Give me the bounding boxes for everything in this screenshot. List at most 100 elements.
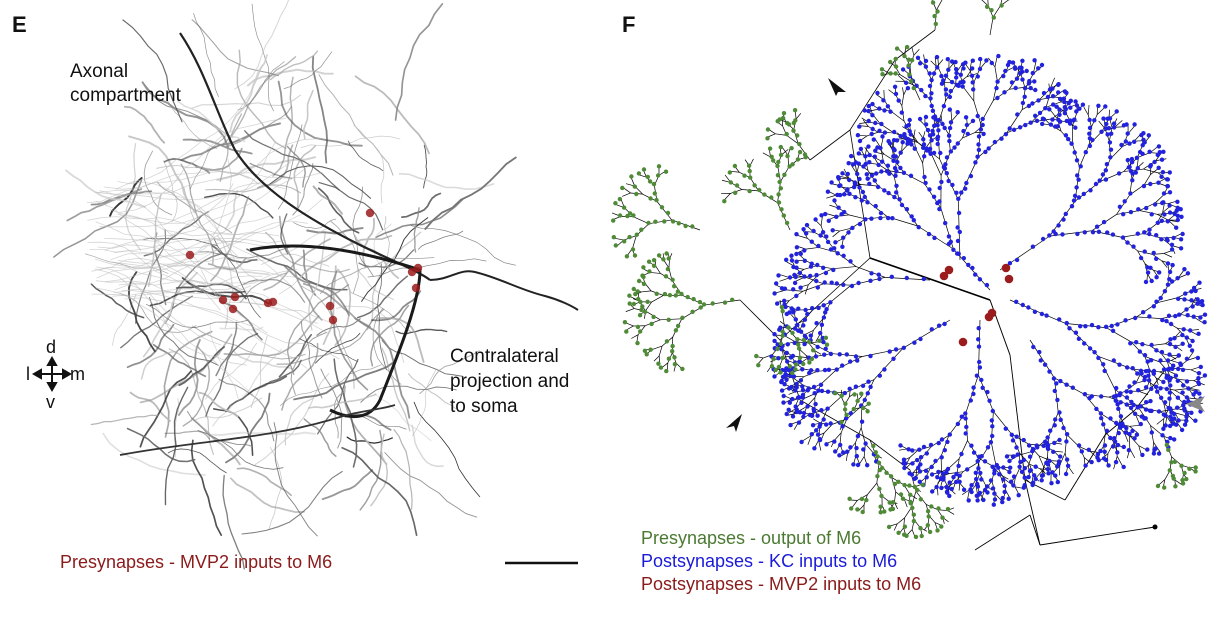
kc-dendrite	[1072, 144, 1080, 168]
kc-postsynapse	[939, 437, 945, 442]
kc-postsynapse	[1071, 198, 1077, 203]
kc-postsynapse	[887, 349, 892, 354]
kc-postsynapse	[1128, 209, 1134, 215]
kc-postsynapse	[845, 187, 850, 192]
kc-postsynapse	[974, 476, 979, 482]
kc-postsynapse	[815, 262, 820, 268]
neurite-branch	[329, 270, 369, 391]
kc-postsynapse	[1169, 242, 1175, 247]
presynaptic-branch	[705, 299, 741, 306]
kc-postsynapse	[885, 163, 891, 168]
presynapse-output	[629, 174, 634, 179]
kc-postsynapse	[874, 171, 879, 176]
kc-postsynapse	[791, 374, 797, 379]
kc-postsynapse	[1112, 439, 1118, 444]
kc-postsynapse	[853, 160, 859, 165]
kc-postsynapse	[973, 470, 978, 475]
kc-postsynapse	[1064, 457, 1070, 462]
mvp2-synapse	[411, 283, 421, 293]
kc-postsynapse	[1075, 231, 1080, 237]
kc-postsynapse	[831, 267, 836, 273]
kc-postsynapse	[869, 271, 874, 276]
kc-postsynapse	[1042, 362, 1048, 367]
kc-postsynapse	[851, 462, 856, 467]
neurite-branch	[370, 290, 422, 322]
presynapse-output	[909, 58, 915, 63]
kc-postsynapse	[809, 432, 814, 437]
kc-postsynapse	[1182, 406, 1187, 411]
kc-postsynapse	[1130, 366, 1135, 371]
presynapse-output	[746, 163, 752, 168]
kc-postsynapse	[921, 137, 926, 142]
kc-postsynapse	[918, 336, 923, 342]
presynapse-output	[641, 265, 646, 270]
kc-postsynapse	[1038, 358, 1044, 363]
neurite-branch	[303, 89, 314, 140]
kc-postsynapse	[1169, 410, 1174, 415]
kc-postsynapse	[1124, 389, 1129, 394]
kc-postsynapse	[996, 465, 1001, 470]
kc-postsynapse	[910, 461, 915, 466]
kc-postsynapse	[1179, 214, 1184, 219]
kc-postsynapse	[931, 71, 937, 76]
kc-postsynapse	[902, 465, 907, 471]
kc-postsynapse	[1027, 454, 1033, 459]
kc-postsynapse	[848, 411, 853, 416]
kc-postsynapse	[1061, 217, 1066, 222]
kc-postsynapse	[1147, 314, 1152, 319]
kc-postsynapse	[1014, 76, 1020, 81]
kc-postsynapse	[826, 367, 832, 372]
kc-dendrite	[1100, 412, 1117, 424]
kc-postsynapse	[1110, 328, 1116, 333]
kc-postsynapse	[1149, 430, 1155, 435]
kc-postsynapse	[801, 410, 807, 416]
kc-postsynapse	[976, 147, 982, 153]
kc-dendrite	[916, 86, 931, 100]
neurite-fiber	[117, 141, 276, 224]
neurite-fiber	[86, 170, 250, 203]
kc-postsynapse	[1195, 297, 1200, 302]
kc-postsynapse	[954, 190, 959, 195]
presynaptic-branch	[651, 295, 664, 303]
kc-postsynapse	[1007, 59, 1012, 65]
presynapse-output	[734, 183, 740, 188]
kc-postsynapse	[942, 166, 948, 171]
kc-postsynapse	[1076, 443, 1082, 448]
presynapse-output	[638, 299, 643, 305]
kc-postsynapse	[1127, 164, 1132, 170]
kc-postsynapse	[789, 253, 794, 258]
kc-postsynapse	[787, 368, 792, 373]
kc-postsynapse	[1074, 109, 1079, 114]
presynapse-output	[1164, 442, 1170, 448]
skeleton-backbone	[1029, 514, 1041, 546]
neurite-branch	[374, 392, 432, 442]
neurite-branch	[410, 225, 516, 266]
kc-postsynapse	[873, 120, 878, 126]
kc-dendrite	[1116, 210, 1140, 215]
kc-postsynapse	[793, 317, 798, 322]
kc-postsynapse	[1167, 423, 1173, 429]
kc-postsynapse	[888, 109, 893, 114]
kc-postsynapse	[881, 98, 886, 103]
kc-postsynapse	[958, 72, 963, 78]
kc-postsynapse	[1017, 464, 1022, 469]
kc-postsynapse	[834, 367, 839, 372]
kc-postsynapse	[1160, 170, 1166, 175]
neurite-branch	[237, 61, 285, 111]
kc-dendrite	[820, 216, 823, 226]
presynaptic-branch	[911, 529, 915, 537]
presynapse-output	[912, 484, 917, 490]
kc-postsynapse	[792, 326, 798, 331]
neurite-branch	[284, 397, 315, 446]
panel-e-letter: E	[12, 12, 27, 37]
kc-dendrite	[1121, 233, 1145, 238]
kc-postsynapse	[832, 439, 837, 444]
neurite-branch	[393, 428, 413, 510]
neurite-branch	[225, 106, 293, 148]
kc-postsynapse	[856, 151, 861, 156]
mvp2-synapse	[328, 315, 338, 325]
neurite-branch	[290, 331, 328, 395]
presynapse-output	[1166, 447, 1171, 452]
kc-postsynapse	[1013, 66, 1018, 71]
skeleton-backbone	[1024, 479, 1041, 546]
